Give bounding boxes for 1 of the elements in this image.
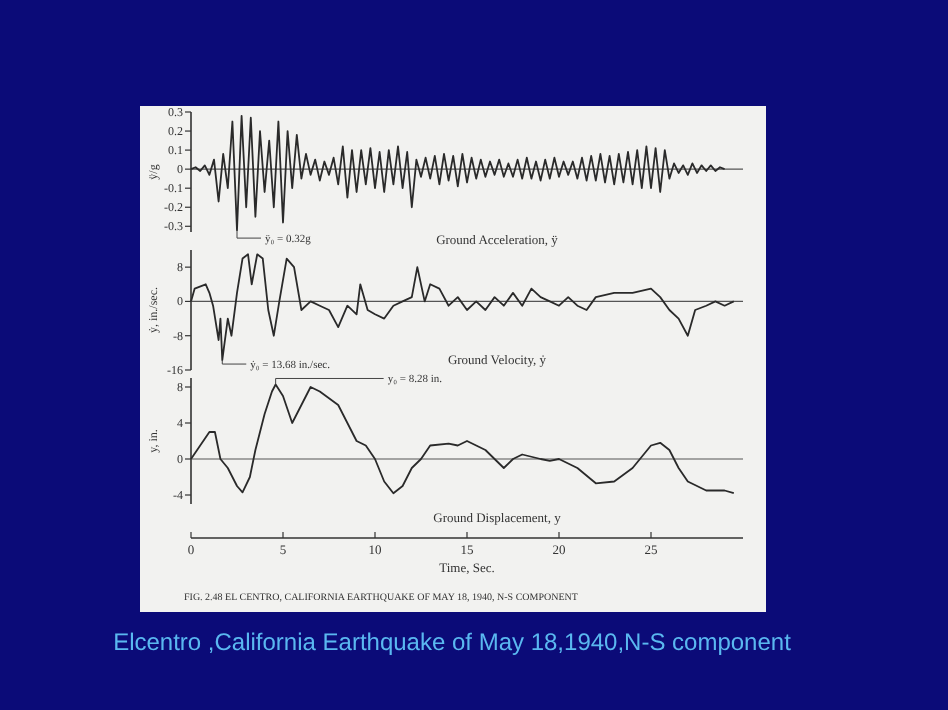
text: Elcentro ,California Earthquake of May 18,1940,N-S component [113,628,793,656]
